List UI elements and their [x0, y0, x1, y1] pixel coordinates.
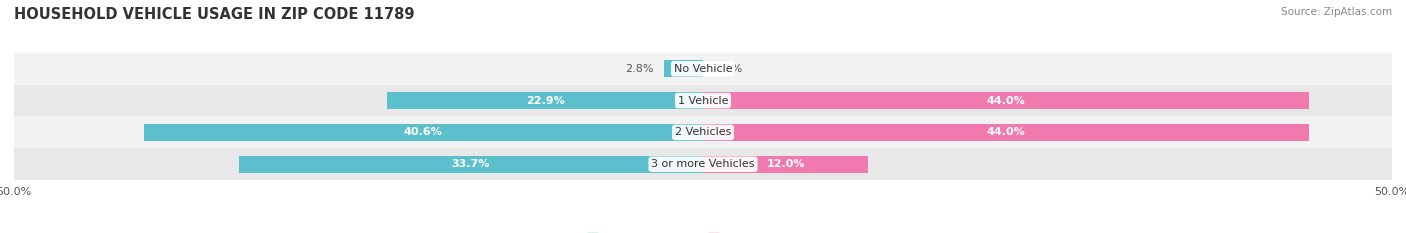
Text: 1 Vehicle: 1 Vehicle: [678, 96, 728, 106]
Text: HOUSEHOLD VEHICLE USAGE IN ZIP CODE 11789: HOUSEHOLD VEHICLE USAGE IN ZIP CODE 1178…: [14, 7, 415, 22]
Text: 3 or more Vehicles: 3 or more Vehicles: [651, 159, 755, 169]
Text: 2 Vehicles: 2 Vehicles: [675, 127, 731, 137]
Bar: [388, 92, 703, 109]
Bar: [14, 148, 1392, 180]
Text: 44.0%: 44.0%: [987, 96, 1025, 106]
Text: 12.0%: 12.0%: [766, 159, 804, 169]
Bar: [239, 156, 703, 172]
Bar: [703, 92, 1309, 109]
Text: Source: ZipAtlas.com: Source: ZipAtlas.com: [1281, 7, 1392, 17]
Text: 33.7%: 33.7%: [451, 159, 491, 169]
Bar: [703, 124, 1309, 141]
Text: No Vehicle: No Vehicle: [673, 64, 733, 74]
Bar: [143, 124, 703, 141]
Text: 44.0%: 44.0%: [987, 127, 1025, 137]
Text: 22.9%: 22.9%: [526, 96, 565, 106]
Bar: [14, 85, 1392, 116]
Bar: [14, 53, 1392, 85]
Bar: [665, 61, 703, 77]
Text: 40.6%: 40.6%: [404, 127, 443, 137]
Bar: [14, 116, 1392, 148]
Text: 2.8%: 2.8%: [624, 64, 654, 74]
Bar: [703, 156, 869, 172]
Legend: Owner-occupied, Renter-occupied: Owner-occupied, Renter-occupied: [582, 229, 824, 233]
Text: 0.0%: 0.0%: [714, 64, 742, 74]
